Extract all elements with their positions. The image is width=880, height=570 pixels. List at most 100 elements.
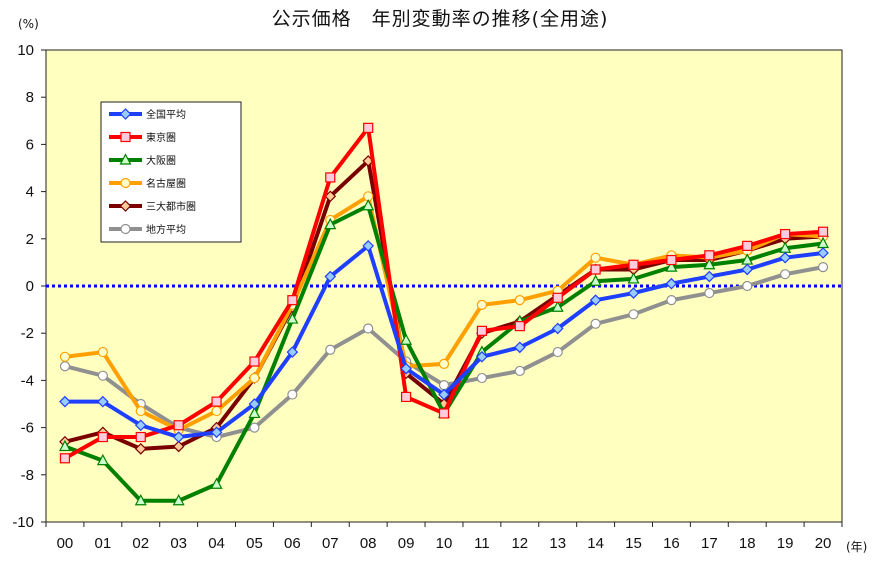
data-point <box>817 226 829 237</box>
data-point <box>627 272 640 284</box>
data-point <box>590 318 601 329</box>
data-point <box>211 396 222 407</box>
data-point <box>476 372 488 384</box>
data-point <box>210 477 223 489</box>
data-point <box>363 122 374 133</box>
data-point <box>59 351 71 362</box>
data-point <box>779 251 791 264</box>
data-point <box>589 274 602 286</box>
data-point <box>210 426 223 439</box>
legend-label: 地方平均 <box>146 223 186 236</box>
data-point <box>286 346 299 358</box>
legend-box <box>100 101 242 243</box>
x-tick-label: 01 <box>95 535 112 552</box>
x-tick-label: 06 <box>284 535 301 552</box>
data-point <box>665 260 678 272</box>
data-point <box>325 172 336 183</box>
x-tick-label: 09 <box>398 535 415 552</box>
y-tick-label: -4 <box>21 372 34 389</box>
data-point <box>400 391 412 403</box>
x-tick-label: 00 <box>57 535 74 552</box>
legend-label: 全国平均 <box>146 108 186 121</box>
data-point <box>438 408 450 419</box>
data-point <box>249 422 260 433</box>
data-point <box>514 321 525 332</box>
data-point <box>58 439 71 452</box>
legend-label: 名古屋圏 <box>146 177 186 190</box>
data-point <box>287 389 298 400</box>
data-point <box>742 280 753 292</box>
y-tick-label: 0 <box>26 278 34 295</box>
series-1 <box>59 122 829 464</box>
legend-item: 三大都市圏 <box>109 200 196 213</box>
data-point <box>551 322 564 335</box>
data-point <box>552 292 563 303</box>
y-tick-label: 6 <box>26 136 34 153</box>
data-point <box>703 257 716 270</box>
data-point <box>666 254 677 266</box>
legend-item: 大阪圏 <box>109 153 176 167</box>
data-point <box>362 240 375 252</box>
x-tick-label: 13 <box>549 535 566 552</box>
data-point <box>172 431 185 443</box>
data-point <box>438 358 450 369</box>
data-point <box>513 341 526 354</box>
data-point <box>135 431 146 443</box>
legend-swatch-marker <box>119 153 132 165</box>
data-point <box>551 300 564 312</box>
x-tick-label: 18 <box>739 535 756 552</box>
data-point <box>325 344 336 355</box>
data-point <box>287 295 298 306</box>
x-tick-label: 04 <box>208 535 225 552</box>
data-point <box>628 259 639 270</box>
data-point <box>741 263 754 276</box>
x-tick-label: 05 <box>246 535 263 552</box>
data-point <box>742 240 753 251</box>
data-point <box>362 198 375 211</box>
data-point <box>96 453 109 466</box>
x-tick-label: 20 <box>815 535 832 552</box>
legend-swatch-marker <box>120 177 131 189</box>
data-point <box>817 262 829 273</box>
x-tick-label: 10 <box>436 535 453 552</box>
data-point <box>134 442 147 455</box>
y-tick-label: -2 <box>21 325 34 342</box>
data-point <box>173 420 184 431</box>
data-point <box>704 287 715 299</box>
y-tick-label: -8 <box>21 467 34 484</box>
legend-label: 東京圏 <box>146 131 176 144</box>
data-point <box>589 294 602 307</box>
data-point <box>817 247 829 259</box>
legend-swatch-marker <box>120 131 131 143</box>
y-tick-label: 4 <box>26 184 34 201</box>
data-point <box>665 277 678 290</box>
data-point <box>552 346 563 358</box>
legend-label: 三大都市圏 <box>146 200 196 213</box>
y-tick-label: -10 <box>12 514 34 531</box>
data-point <box>704 250 715 261</box>
data-point <box>211 405 222 417</box>
data-point <box>135 405 146 417</box>
data-point <box>438 380 450 391</box>
series-5 <box>59 262 829 443</box>
data-point <box>400 333 413 345</box>
data-point <box>628 309 639 320</box>
data-point <box>476 325 488 336</box>
legend-item: 名古屋圏 <box>109 177 186 190</box>
x-tick-label: 07 <box>322 535 339 552</box>
legend-swatch-marker <box>119 108 132 120</box>
data-point <box>97 431 108 443</box>
x-tick-label: 14 <box>587 535 604 552</box>
data-point <box>590 252 601 263</box>
data-point <box>249 372 260 384</box>
y-tick-label: 10 <box>17 42 34 59</box>
data-point <box>134 493 147 506</box>
legend-label: 大阪圏 <box>146 154 176 167</box>
data-point <box>324 217 337 230</box>
y-tick-label: 8 <box>26 89 34 106</box>
data-point <box>438 388 450 401</box>
data-point <box>476 350 488 363</box>
